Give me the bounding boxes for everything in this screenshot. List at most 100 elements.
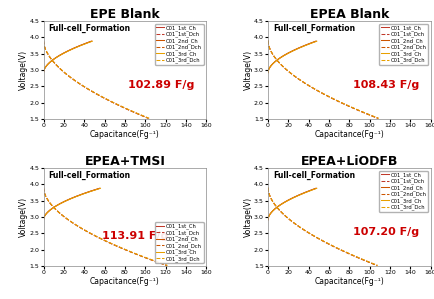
C01_1st_Dch (265, 189, 270, 193)
C01_1st_Ch (81, 42, 86, 46)
C01_1st_Ch (74, 194, 79, 198)
C01_3rd_Ch (309, 188, 314, 192)
C01_1st_Ch (305, 42, 310, 46)
C01_3rd_Ch (89, 189, 94, 193)
C01_1st_Ch (293, 194, 298, 198)
Legend: C01_1st_Ch, C01_1st_Dch, C01_2nd_Ch, C01_2nd_Dch, C01_3rd_Ch, C01_3rd_Dch: C01_1st_Ch, C01_1st_Dch, C01_2nd_Ch, C01… (378, 24, 427, 65)
C01_2nd_Dch (330, 97, 335, 101)
Line: C01_2nd_Dch: C01_2nd_Dch (43, 188, 167, 266)
C01_1st_Dch (113, 244, 118, 248)
C01_3rd_Ch (309, 41, 314, 45)
C01_2nd_Ch (294, 47, 299, 51)
C01_1st_Ch (293, 47, 298, 51)
C01_3rd_Dch (117, 245, 122, 249)
C01_1st_Dch (329, 244, 335, 248)
C01_1st_Ch (308, 41, 313, 45)
C01_2nd_Ch (41, 218, 46, 222)
C01_2nd_Dch (103, 97, 108, 101)
C01_2nd_Dch (116, 245, 122, 249)
C01_1st_Ch (308, 188, 313, 192)
C01_2nd_Dch (103, 97, 108, 101)
C01_2nd_Ch (41, 71, 46, 74)
Line: C01_1st_Dch: C01_1st_Dch (43, 41, 148, 118)
C01_3rd_Dch (105, 98, 111, 102)
Line: C01_3rd_Dch: C01_3rd_Dch (267, 41, 378, 118)
C01_1st_Dch (331, 245, 336, 249)
Line: C01_3rd_Dch: C01_3rd_Dch (267, 188, 377, 266)
C01_1st_Ch (69, 47, 74, 51)
Legend: C01_1st_Ch, C01_1st_Dch, C01_2nd_Ch, C01_2nd_Dch, C01_3rd_Ch, C01_3rd_Dch: C01_1st_Ch, C01_1st_Dch, C01_2nd_Ch, C01… (155, 222, 203, 263)
C01_3rd_Ch (295, 47, 300, 51)
C01_1st_Dch (265, 186, 270, 190)
C01_3rd_Dch (330, 97, 335, 101)
C01_1st_Dch (374, 117, 379, 120)
C01_2nd_Dch (265, 42, 270, 46)
C01_1st_Ch (293, 47, 298, 51)
C01_2nd_Dch (332, 245, 337, 249)
C01_3rd_Ch (70, 47, 75, 51)
C01_1st_Dch (265, 42, 270, 46)
C01_1st_Dch (373, 264, 378, 267)
Line: C01_3rd_Ch: C01_3rd_Ch (267, 188, 316, 220)
C01_2nd_Ch (89, 39, 94, 43)
C01_1st_Dch (145, 117, 151, 120)
C01_2nd_Ch (294, 194, 299, 198)
C01_3rd_Dch (332, 245, 337, 249)
C01_3rd_Ch (265, 71, 270, 74)
C01_3rd_Ch (265, 218, 270, 222)
Line: C01_1st_Ch: C01_1st_Ch (267, 188, 315, 220)
C01_2nd_Ch (265, 71, 270, 74)
C01_2nd_Dch (41, 39, 46, 42)
C01_3rd_Dch (265, 39, 270, 42)
Title: EPEA Blank: EPEA Blank (309, 8, 388, 21)
Text: Full-cell_Formation: Full-cell_Formation (272, 24, 354, 33)
C01_2nd_Ch (313, 39, 318, 43)
C01_3rd_Dch (357, 257, 362, 260)
Y-axis label: Voltage(V): Voltage(V) (19, 197, 28, 237)
C01_1st_Ch (265, 216, 270, 220)
C01_3rd_Dch (374, 264, 379, 267)
C01_3rd_Dch (331, 97, 336, 101)
C01_3rd_Ch (294, 47, 299, 51)
C01_3rd_Dch (130, 109, 135, 113)
Line: C01_1st_Dch: C01_1st_Dch (267, 188, 376, 266)
C01_1st_Ch (97, 187, 102, 190)
C01_2nd_Ch (82, 42, 87, 46)
C01_3rd_Dch (146, 117, 151, 120)
C01_1st_Ch (265, 71, 270, 74)
C01_3rd_Dch (375, 117, 381, 120)
C01_1st_Ch (312, 187, 318, 190)
C01_2nd_Ch (69, 47, 75, 51)
X-axis label: Capacitance(Fg⁻¹): Capacitance(Fg⁻¹) (314, 277, 383, 286)
C01_3rd_Ch (41, 71, 46, 74)
C01_2nd_Ch (88, 189, 93, 193)
C01_2nd_Dch (330, 97, 335, 101)
C01_2nd_Dch (41, 189, 46, 193)
C01_2nd_Ch (309, 41, 314, 45)
C01_3rd_Dch (41, 42, 46, 46)
C01_3rd_Ch (75, 194, 80, 198)
Line: C01_2nd_Ch: C01_2nd_Ch (43, 188, 100, 220)
C01_2nd_Dch (145, 257, 150, 260)
Text: Full-cell_Formation: Full-cell_Formation (272, 171, 354, 180)
C01_1st_Ch (88, 189, 93, 193)
C01_2nd_Ch (265, 69, 270, 73)
Line: C01_2nd_Dch: C01_2nd_Dch (267, 188, 376, 266)
C01_2nd_Dch (358, 109, 363, 113)
C01_1st_Ch (294, 47, 299, 51)
C01_2nd_Dch (329, 244, 335, 248)
C01_1st_Dch (129, 109, 134, 113)
C01_1st_Ch (294, 194, 299, 198)
C01_3rd_Ch (294, 194, 299, 198)
C01_3rd_Ch (293, 47, 299, 51)
Y-axis label: Voltage(V): Voltage(V) (243, 197, 252, 237)
Text: 113.91 F/g: 113.91 F/g (102, 231, 168, 241)
C01_1st_Dch (164, 264, 169, 267)
C01_3rd_Ch (295, 194, 300, 198)
C01_1st_Dch (41, 186, 46, 190)
C01_3rd_Ch (74, 194, 79, 198)
C01_3rd_Dch (164, 264, 170, 267)
C01_2nd_Ch (293, 194, 299, 198)
C01_3rd_Dch (136, 112, 141, 116)
X-axis label: Capacitance(Fg⁻¹): Capacitance(Fg⁻¹) (90, 129, 159, 138)
